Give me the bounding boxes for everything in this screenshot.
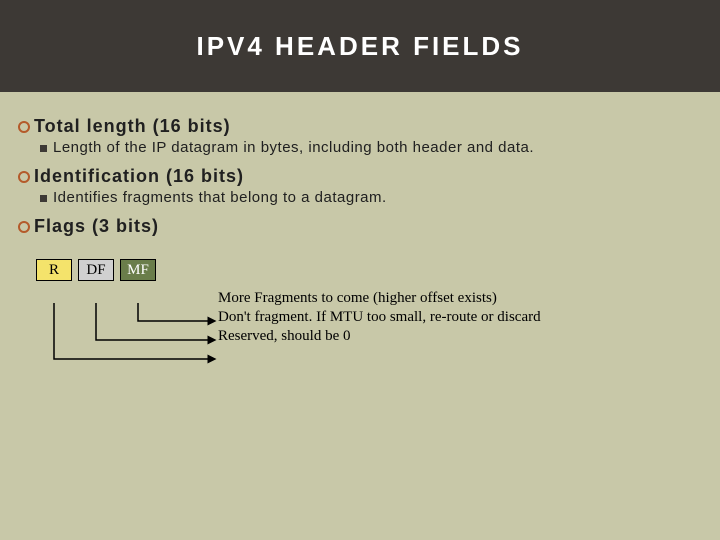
flag-box-mf: MF <box>120 259 156 281</box>
field-sub: Length of the IP datagram in bytes, incl… <box>18 139 702 156</box>
field-title-text: Total length (16 bits) <box>34 116 231 137</box>
field-sub-text: Identifies fragments that belong to a da… <box>53 189 387 206</box>
flags-area: R DF MF More Fragments to come (higher o… <box>18 259 702 281</box>
slide-footer-bar <box>0 536 720 540</box>
slide-header: IPV4 HEADER FIELDS <box>0 0 720 92</box>
field-total-length: Total length (16 bits) Length of the IP … <box>18 116 702 156</box>
circle-bullet-icon <box>18 221 30 233</box>
flag-box-r: R <box>36 259 72 281</box>
flags-row: R DF MF <box>36 259 702 281</box>
square-bullet-icon <box>40 145 47 152</box>
flag-desc-mf: More Fragments to come (higher offset ex… <box>218 289 541 308</box>
slide-title: IPV4 HEADER FIELDS <box>196 31 523 62</box>
flag-arrows-icon <box>36 281 236 401</box>
flag-box-df: DF <box>78 259 114 281</box>
field-identification: Identification (16 bits) Identifies frag… <box>18 166 702 206</box>
field-flags: Flags (3 bits) <box>18 216 702 237</box>
flag-desc-r: Reserved, should be 0 <box>218 327 541 346</box>
field-sub-text: Length of the IP datagram in bytes, incl… <box>53 139 534 156</box>
field-title: Total length (16 bits) <box>18 116 702 137</box>
flag-descriptions: More Fragments to come (higher offset ex… <box>218 289 541 345</box>
field-title: Flags (3 bits) <box>18 216 702 237</box>
field-title: Identification (16 bits) <box>18 166 702 187</box>
field-sub: Identifies fragments that belong to a da… <box>18 189 702 206</box>
flag-desc-df: Don't fragment. If MTU too small, re-rou… <box>218 308 541 327</box>
field-title-text: Identification (16 bits) <box>34 166 244 187</box>
circle-bullet-icon <box>18 171 30 183</box>
field-title-text: Flags (3 bits) <box>34 216 159 237</box>
slide-content: Total length (16 bits) Length of the IP … <box>0 92 720 540</box>
circle-bullet-icon <box>18 121 30 133</box>
square-bullet-icon <box>40 195 47 202</box>
